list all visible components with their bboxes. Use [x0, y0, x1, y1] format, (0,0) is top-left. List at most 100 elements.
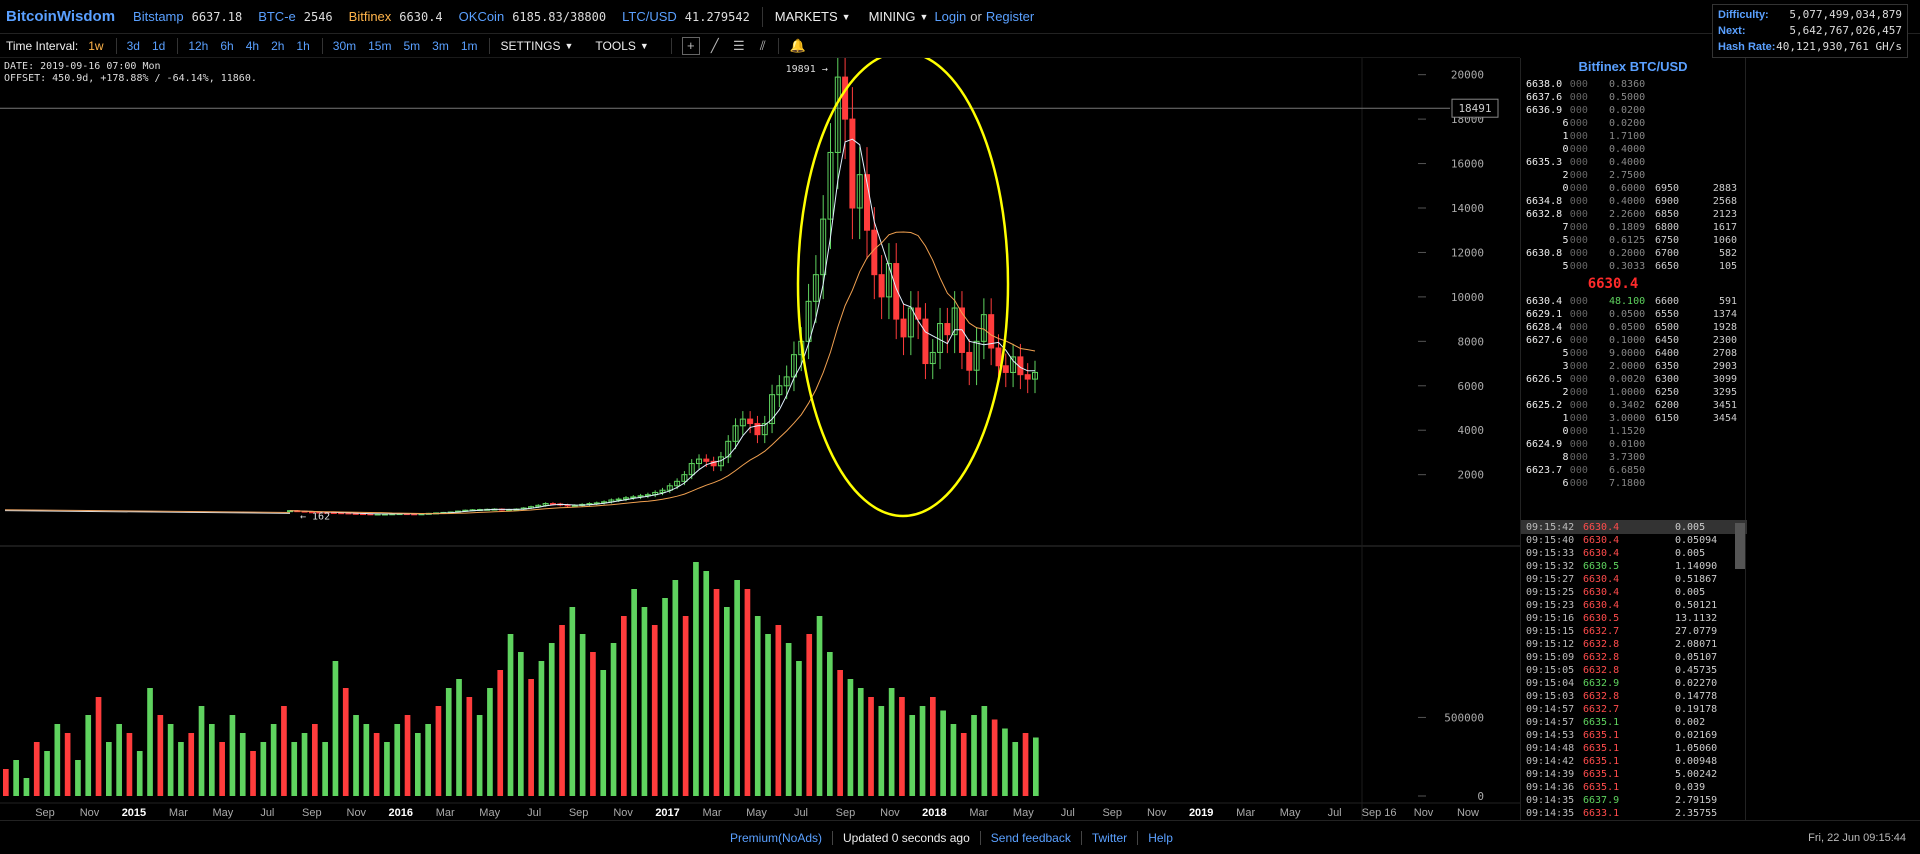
- market-ltcusd-link[interactable]: LTC/USD: [622, 9, 677, 24]
- volume-bar: [1033, 737, 1039, 796]
- orderbook-row: 6628.4 000 0.0500 6500 1928: [1521, 321, 1745, 334]
- candle-body: [915, 307, 922, 320]
- volume-bar: [270, 724, 277, 796]
- interval-3m[interactable]: 3m: [432, 38, 449, 53]
- volume-bar: [33, 742, 40, 796]
- volume-bar: [662, 598, 668, 796]
- candle-body: [761, 423, 768, 436]
- time-axis-label: Mar: [1236, 807, 1255, 819]
- market-btce-price: 2546: [303, 9, 333, 24]
- candle-body: [622, 497, 629, 500]
- readout-offset: OFFSET: 450.9d, +178.88% / -64.14%, 1186…: [4, 73, 257, 84]
- trade-time: 09:15:16: [1526, 613, 1575, 624]
- volume-bar: [672, 580, 679, 796]
- orderbook-panel: Bitfinex BTC/USD 6638.0 000 0.8360 6637.6 00…: [1520, 58, 1747, 820]
- interval-1m[interactable]: 1m: [460, 38, 478, 53]
- volume-bar: [703, 571, 710, 796]
- volume-bar: [44, 751, 50, 796]
- orderbook-row: 7 000 0.1809 6800 1617: [1521, 221, 1745, 234]
- market-bitstamp-link[interactable]: Bitstamp: [133, 9, 184, 24]
- tools-label: TOOLS: [595, 38, 636, 53]
- crosshair-tool-icon[interactable]: +: [681, 36, 700, 55]
- volume-bar: [981, 706, 988, 796]
- price-chart[interactable]: 2000 4000 6000 8000 10000 12000 14000 16000 1800…: [0, 58, 1520, 820]
- volume-bar: [724, 607, 730, 796]
- horizontal-lines-tool-icon[interactable]: ☰: [732, 37, 745, 53]
- order-price-suffix: 000: [1569, 131, 1588, 142]
- trade-scrollbar[interactable]: [1735, 523, 1745, 569]
- volume-bar: [342, 688, 349, 796]
- interval-12h[interactable]: 12h: [188, 38, 209, 53]
- interval-3d[interactable]: 3d: [126, 38, 140, 53]
- order-amount: 6.6850: [1609, 465, 1646, 476]
- order-price: 6632.8: [1526, 209, 1563, 220]
- volume-bar: [54, 724, 61, 796]
- depth-volume: 582: [1718, 248, 1737, 259]
- volume-bar: [631, 589, 637, 796]
- order-amount: 2.0000: [1609, 361, 1646, 372]
- brand-logo[interactable]: BitcoinWisdom: [6, 8, 116, 25]
- trade-price: 6635.1: [1583, 769, 1620, 780]
- depth-volume: 3099: [1712, 374, 1737, 385]
- market-bitfinex-link[interactable]: Bitfinex: [348, 9, 392, 24]
- volume-bar: [971, 715, 977, 796]
- volume-bar: [219, 742, 225, 796]
- orderbook-title[interactable]: Bitfinex BTC/USD: [1578, 59, 1688, 74]
- order-price-suffix: 000: [1569, 465, 1588, 476]
- divider: [979, 830, 981, 845]
- divider: [777, 37, 779, 54]
- caret-down-icon: ▼: [564, 40, 574, 51]
- candle-body: [776, 385, 783, 396]
- markets-menu[interactable]: MARKETS ▼: [775, 9, 851, 24]
- volume-bar: [497, 670, 504, 796]
- candle-body: [769, 394, 776, 425]
- interval-4h[interactable]: 4h: [245, 38, 260, 53]
- trade-row: 09:15:04 6632.9 0.02270: [1521, 677, 1747, 690]
- tools-dropdown[interactable]: TOOLS ▼: [595, 39, 648, 53]
- interval-5m[interactable]: 5m: [403, 38, 421, 53]
- order-price: 6638.0: [1526, 79, 1563, 90]
- depth-price: 6400: [1655, 348, 1680, 359]
- line-tool-icon[interactable]: ╱: [710, 37, 719, 53]
- interval-1w[interactable]: 1w: [88, 38, 104, 53]
- chart-canvas[interactable]: 2000400060008000100001200014000160001800…: [0, 58, 1520, 820]
- trade-row: 09:14:36 6635.1 0.039: [1521, 781, 1747, 794]
- interval-2h[interactable]: 2h: [271, 38, 285, 53]
- twitter-link[interactable]: Twitter: [1091, 830, 1128, 845]
- order-price: 2: [1562, 170, 1569, 181]
- trade-time: 09:15:15: [1526, 626, 1575, 637]
- interval-6h[interactable]: 6h: [220, 38, 234, 53]
- settings-dropdown[interactable]: SETTINGS ▼: [500, 39, 573, 53]
- volume-bar: [899, 697, 905, 796]
- candle-body: [944, 323, 951, 336]
- trade-price: 6630.4: [1583, 574, 1620, 585]
- order-price: 6627.6: [1526, 335, 1563, 346]
- fib-tool-icon[interactable]: ⫽: [759, 37, 766, 53]
- interval-30m[interactable]: 30m: [332, 38, 357, 53]
- register-link[interactable]: Register: [985, 9, 1035, 24]
- mining-menu[interactable]: MINING ▼: [869, 9, 929, 24]
- candle-body: [864, 174, 871, 231]
- volume-bar: [322, 742, 328, 796]
- alert-bell-icon[interactable]: 🔔: [789, 37, 806, 53]
- interval-1d[interactable]: 1d: [151, 38, 166, 53]
- trade-time: 09:14:35: [1526, 808, 1575, 819]
- trade-amount: 0.005: [1675, 587, 1706, 598]
- interval-1h[interactable]: 1h: [296, 38, 310, 53]
- trade-amount: 0.45735: [1675, 665, 1718, 676]
- premium-link[interactable]: Premium(NoAds): [730, 830, 823, 845]
- volume-bar: [332, 661, 339, 796]
- trade-row: 09:15:27 6630.4 0.51867: [1521, 573, 1747, 586]
- candle-body: [1002, 365, 1009, 373]
- market-btce-link[interactable]: BTC-e: [258, 9, 296, 24]
- volume-bar: [991, 719, 998, 796]
- trade-list: 09:15:42 6630.4 0.005 09:15:40 6630.4 0.05094…: [1521, 521, 1747, 820]
- help-link[interactable]: Help: [1148, 830, 1173, 845]
- market-okcoin-link[interactable]: OKCoin: [458, 9, 505, 24]
- feedback-link[interactable]: Send feedback: [990, 830, 1071, 845]
- interval-15m[interactable]: 15m: [368, 38, 392, 53]
- trade-row: 09:15:03 6632.8 0.14778: [1521, 690, 1747, 703]
- trade-time: 09:15:42: [1526, 522, 1575, 533]
- login-link[interactable]: Login: [934, 9, 967, 24]
- order-price-suffix: 000: [1569, 439, 1588, 450]
